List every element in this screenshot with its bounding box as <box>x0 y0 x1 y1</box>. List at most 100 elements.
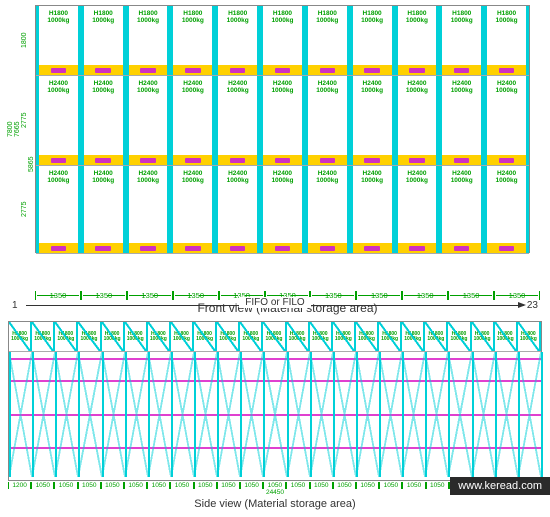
cell-weight-label: 1000kg <box>406 87 428 94</box>
cart-icon <box>275 246 291 251</box>
side-view-cell: H18001000kg <box>518 322 541 351</box>
front-view-cell: H24001000kg <box>126 166 171 253</box>
cell-weight-label: 1000kg <box>406 17 428 24</box>
sv-col-dim-label: 1050 <box>240 482 263 489</box>
front-view-cell: H24001000kg <box>350 76 395 165</box>
sv-cell-w-label: 1000kg <box>57 337 74 342</box>
cell-weight-label: 1000kg <box>47 17 69 24</box>
front-view-cell: H24001000kg <box>484 76 529 165</box>
cart-icon <box>95 246 111 251</box>
side-view-header-label: FIFO or FILO <box>239 297 310 308</box>
front-view-cell: H18001000kg <box>350 6 395 75</box>
sv-col-dim-label: 1050 <box>217 482 240 489</box>
front-view-cell: H24001000kg <box>36 76 81 165</box>
watermark: www.keread.com <box>450 477 550 495</box>
side-view-cell: H18001000kg <box>240 322 263 351</box>
front-view-cell: H24001000kg <box>484 166 529 253</box>
side-view-start-num: 1 <box>12 300 18 311</box>
cell-height-label: H2400 <box>49 80 68 87</box>
front-view-cell: H18001000kg <box>215 6 260 75</box>
front-view-grid: H18001000kgH18001000kgH18001000kgH180010… <box>35 5 530 253</box>
cell-weight-label: 1000kg <box>182 177 204 184</box>
lower-brace-icon <box>125 352 148 477</box>
cell-weight-label: 1000kg <box>316 17 338 24</box>
sv-col-dim-label: 1050 <box>54 482 77 489</box>
front-view-cell: H24001000kg <box>36 166 81 253</box>
cell-weight-label: 1000kg <box>406 177 428 184</box>
cell-height-label: H2400 <box>183 170 202 177</box>
front-view-cell: H18001000kg <box>305 6 350 75</box>
col-dim-label: 1350 <box>402 291 448 300</box>
sv-col-dim-label: 1050 <box>286 482 309 489</box>
cell-weight-label: 1000kg <box>496 87 518 94</box>
side-view-cell: H18001000kg <box>9 322 32 351</box>
cell-height-label: H1800 <box>452 10 471 17</box>
cell-height-label: H2400 <box>94 170 113 177</box>
sv-cell-w-label: 1000kg <box>289 337 306 342</box>
sv-cell-w-label: 1000kg <box>150 337 167 342</box>
cell-height-label: H2400 <box>228 170 247 177</box>
sv-cell-w-label: 1000kg <box>173 337 190 342</box>
side-view-cell: H18001000kg <box>379 322 402 351</box>
col-dim-label: 1350 <box>127 291 173 300</box>
cell-height-label: H1800 <box>228 10 247 17</box>
front-view-cell: H24001000kg <box>170 76 215 165</box>
cart-icon <box>454 158 470 163</box>
cell-weight-label: 1000kg <box>92 177 114 184</box>
dim-r0: 1800 <box>21 5 28 75</box>
side-view-cell: H18001000kg <box>310 322 333 351</box>
cart-icon <box>51 68 67 73</box>
sv-cell-w-label: 1000kg <box>104 337 121 342</box>
lower-brace-icon <box>55 352 78 477</box>
dim-r2: 2775 <box>21 165 28 253</box>
side-view-cell: H18001000kg <box>32 322 55 351</box>
front-view-cell: H18001000kg <box>260 6 305 75</box>
front-view-cell: H24001000kg <box>215 166 260 253</box>
front-view-cell: H24001000kg <box>439 76 484 165</box>
side-view-body: H18001000kgH18001000kgH18001000kgH180010… <box>8 321 542 481</box>
lower-brace-icon <box>425 352 448 477</box>
cell-height-label: H1800 <box>318 10 337 17</box>
cart-icon <box>275 68 291 73</box>
side-view-cell: H18001000kg <box>194 322 217 351</box>
front-view-cell: H24001000kg <box>350 166 395 253</box>
sv-col-dim-label: 1050 <box>333 482 356 489</box>
front-view-cell: H24001000kg <box>305 76 350 165</box>
cart-icon <box>51 246 67 251</box>
cell-weight-label: 1000kg <box>92 87 114 94</box>
dim-mid: 5865 <box>28 75 35 253</box>
sv-col-dim-label: 1050 <box>379 482 402 489</box>
upright <box>541 352 543 477</box>
sv-cell-w-label: 1000kg <box>127 337 144 342</box>
lower-brace-icon <box>263 352 286 477</box>
cell-height-label: H2400 <box>49 170 68 177</box>
cart-icon <box>51 158 67 163</box>
side-view-cell: H18001000kg <box>102 322 125 351</box>
cell-weight-label: 1000kg <box>361 17 383 24</box>
lower-brace-icon <box>32 352 55 477</box>
cell-weight-label: 1000kg <box>361 87 383 94</box>
cell-weight-label: 1000kg <box>451 17 473 24</box>
cell-weight-label: 1000kg <box>271 177 293 184</box>
dim-total-2: 7665 <box>14 5 21 253</box>
cell-weight-label: 1000kg <box>496 177 518 184</box>
cell-weight-label: 1000kg <box>451 87 473 94</box>
cell-height-label: H1800 <box>183 10 202 17</box>
cell-height-label: H2400 <box>318 170 337 177</box>
cart-icon <box>499 68 515 73</box>
lower-brace-icon <box>171 352 194 477</box>
sv-col-dim-label: 1050 <box>426 482 449 489</box>
cell-weight-label: 1000kg <box>271 87 293 94</box>
side-view-lower <box>9 352 541 477</box>
side-view-header: 1 FIFO or FILO 23 <box>8 303 542 321</box>
lower-brace-icon <box>287 352 310 477</box>
cart-icon <box>364 158 380 163</box>
cell-height-label: H1800 <box>363 10 382 17</box>
cell-weight-label: 1000kg <box>137 87 159 94</box>
sv-cell-w-label: 1000kg <box>520 337 537 342</box>
front-view-cell: H18001000kg <box>439 6 484 75</box>
front-view-diagram: 7800 7665 1800 2775 5865 2775 H18001000k… <box>35 5 540 280</box>
cell-weight-label: 1000kg <box>137 177 159 184</box>
sv-col-dim-label: 1050 <box>310 482 333 489</box>
sv-col-dim-label: 1050 <box>402 482 425 489</box>
